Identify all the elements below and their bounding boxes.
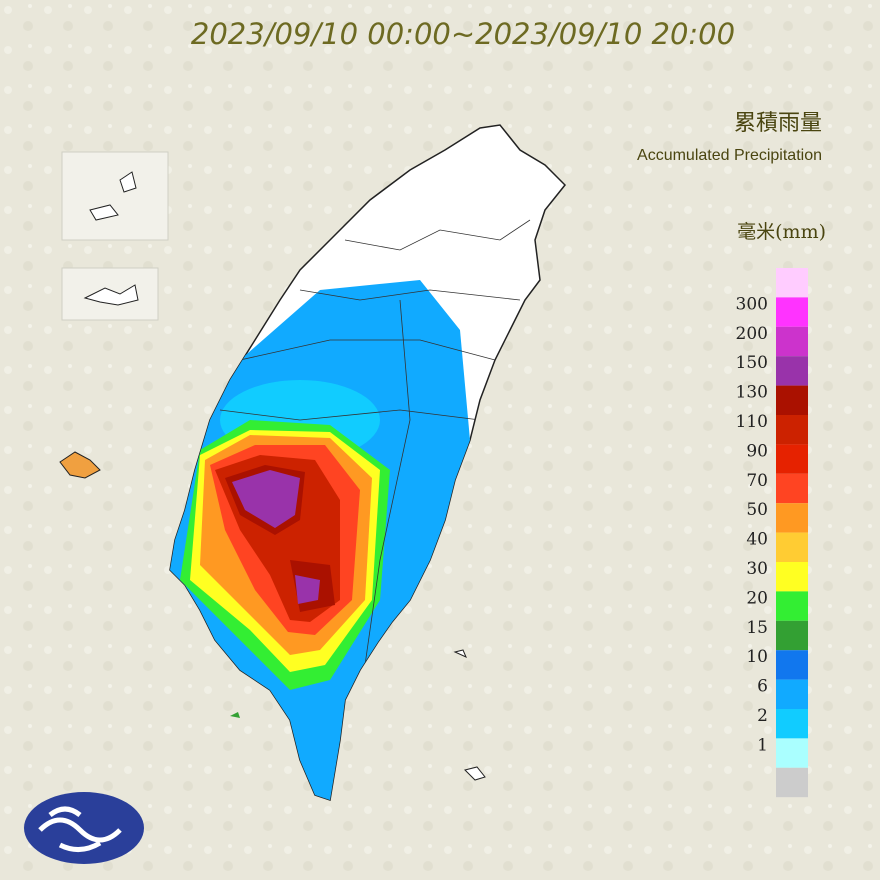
legend-label: 90 (746, 441, 768, 461)
legend-title: 累積雨量 (734, 111, 822, 136)
county-borders (219, 219, 531, 701)
legend-label: 20 (746, 588, 768, 608)
legend-swatch (776, 503, 808, 533)
legend-label: 300 (736, 294, 768, 314)
legend-swatch (776, 562, 808, 592)
legend-swatch (776, 620, 808, 651)
legend-swatch (776, 268, 808, 298)
legend-label: 130 (736, 383, 768, 403)
legend-swatch (776, 297, 808, 327)
agency-logo (24, 792, 144, 864)
legend-swatch (776, 326, 808, 357)
legend: 300 200 150 130 110 90 70 50 40 30 20 15 10 6 2 1 (736, 268, 808, 798)
legend-label: 50 (746, 500, 768, 520)
legend-label: 6 (757, 677, 768, 697)
legend-label: 1 (757, 735, 768, 755)
legend-label: 15 (746, 618, 768, 638)
inset-islands (59, 151, 486, 781)
legend-swatch (776, 415, 808, 445)
legend-swatch (776, 356, 808, 386)
legend-swatch (776, 473, 808, 504)
legend-swatch (776, 709, 808, 739)
legend-label: 2 (757, 706, 768, 726)
map-title: 2023/09/10 00:00~2023/09/10 20:00 (191, 17, 735, 51)
legend-label: 110 (736, 412, 768, 432)
legend-swatch (776, 767, 808, 798)
legend-label: 150 (736, 353, 768, 373)
legend-swatch (776, 679, 808, 709)
legend-label: 200 (736, 324, 768, 344)
legend-swatch (776, 738, 808, 768)
legend-label: 70 (746, 471, 768, 491)
legend-subtitle: Accumulated Precipitation (637, 147, 822, 164)
legend-swatch (776, 650, 808, 680)
legend-unit: 毫米(mm) (737, 221, 826, 243)
legend-swatch (776, 385, 808, 415)
legend-label: 30 (746, 559, 768, 579)
legend-label: 10 (746, 647, 768, 667)
legend-swatch (776, 444, 808, 474)
legend-swatch (776, 532, 808, 562)
legend-swatch (776, 591, 808, 621)
legend-label: 40 (746, 530, 768, 550)
